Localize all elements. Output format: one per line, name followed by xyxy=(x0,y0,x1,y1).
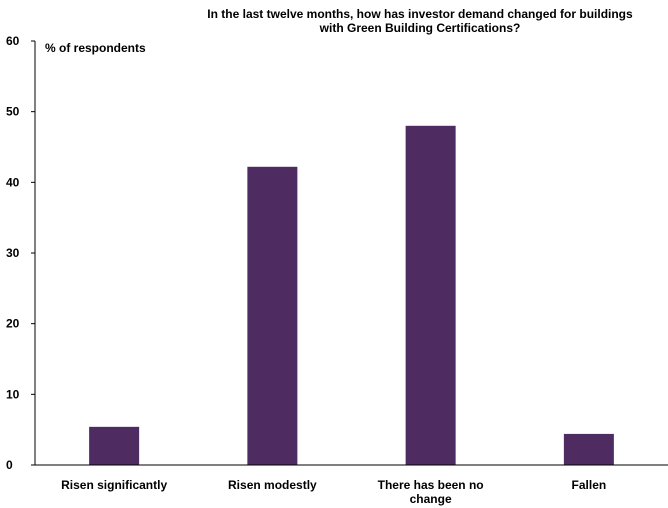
x-axis-labels: Risen significantly Risen modestly There h… xyxy=(61,478,606,506)
x-category-label: Fallen xyxy=(572,478,607,492)
bar xyxy=(563,433,614,465)
x-category-label-line: change xyxy=(410,492,452,506)
x-category-label: Risen modestly xyxy=(228,478,317,492)
bar xyxy=(89,426,140,465)
chart-title-line: with Green Building Certifications? xyxy=(319,21,521,35)
bar xyxy=(247,166,298,465)
y-tick-label: 60 xyxy=(6,34,20,48)
y-axis: 0 10 20 30 40 50 60 xyxy=(6,34,35,472)
bars xyxy=(89,125,614,466)
x-category-label-line: Fallen xyxy=(572,478,607,492)
chart-title: In the last twelve months, how has inves… xyxy=(207,7,633,35)
x-category-label: Risen significantly xyxy=(61,478,167,492)
y-axis-label: % of respondents xyxy=(45,41,146,55)
y-tick-label: 20 xyxy=(6,317,20,331)
chart-title-line: In the last twelve months, how has inves… xyxy=(207,7,633,21)
x-category-label-line: Risen modestly xyxy=(228,478,317,492)
y-tick-label: 30 xyxy=(6,246,20,260)
y-tick-label: 0 xyxy=(6,458,13,472)
x-category-label: There has been no change xyxy=(378,478,484,506)
y-tick-label: 50 xyxy=(6,105,20,119)
x-category-label-line: There has been no xyxy=(378,478,484,492)
y-tick-label: 40 xyxy=(6,175,20,189)
y-tick-label: 10 xyxy=(6,387,20,401)
bar xyxy=(405,125,456,466)
x-category-label-line: Risen significantly xyxy=(61,478,167,492)
